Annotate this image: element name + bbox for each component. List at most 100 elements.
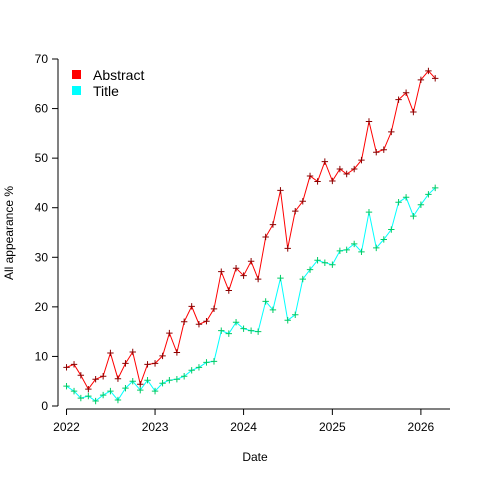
data-point-title — [70, 387, 78, 395]
data-point-title — [395, 199, 402, 206]
data-point-abstract — [358, 156, 365, 164]
data-point-title — [247, 327, 255, 334]
data-point-title — [63, 382, 70, 390]
data-point-title — [144, 377, 151, 384]
data-point-title — [321, 259, 329, 266]
axes-layer: 2022 2023 2024 2025 2026 0 10 20 30 40 50 60 70 Dat… — [2, 52, 450, 464]
data-point-title — [195, 364, 203, 371]
data-point-title — [99, 391, 107, 399]
y-tick-label: 50 — [35, 151, 49, 165]
data-point-title — [343, 246, 350, 254]
data-point-title — [262, 298, 269, 305]
y-tick-label: 30 — [35, 250, 49, 264]
data-point-abstract — [321, 158, 329, 165]
data-point-abstract — [92, 376, 99, 383]
data-point-abstract — [306, 172, 314, 180]
data-point-title — [232, 319, 240, 326]
data-point-abstract — [107, 349, 114, 357]
data-point-abstract — [380, 146, 387, 153]
y-axis-title: All appearance % — [2, 186, 16, 280]
data-point-title — [240, 325, 247, 332]
data-point-abstract — [188, 303, 195, 310]
data-point-abstract — [70, 361, 78, 368]
data-point-abstract — [292, 207, 299, 215]
data-point-abstract — [336, 165, 344, 173]
data-point-abstract — [99, 373, 107, 380]
data-point-abstract — [365, 118, 373, 125]
data-point-title — [166, 377, 173, 384]
data-point-title — [85, 392, 92, 400]
data-point-abstract — [114, 375, 122, 382]
data-point-title — [336, 247, 344, 255]
data-point-abstract — [195, 321, 203, 328]
data-point-title — [151, 387, 159, 395]
data-point-abstract — [203, 318, 210, 325]
data-point-abstract — [232, 264, 240, 272]
data-point-abstract — [299, 198, 306, 205]
data-point-title — [358, 248, 365, 256]
data-point-abstract — [432, 75, 439, 82]
data-point-title — [410, 212, 417, 220]
x-axis-title: Date — [242, 450, 268, 464]
data-point-title — [432, 184, 439, 192]
data-point-title — [388, 226, 395, 233]
data-point-title — [218, 327, 225, 334]
series-abstract — [63, 67, 439, 393]
data-point-title — [159, 379, 166, 387]
data-point-title — [284, 317, 291, 324]
data-point-title — [92, 397, 99, 405]
data-point-title — [350, 240, 358, 248]
data-point-title — [306, 266, 314, 273]
data-point-title — [425, 191, 432, 198]
data-point-abstract — [180, 318, 188, 325]
data-point-title — [225, 330, 232, 337]
legend-swatch-title — [72, 86, 81, 95]
data-point-abstract — [269, 221, 277, 228]
legend-label-abstract: Abstract — [93, 67, 144, 83]
data-point-abstract — [225, 287, 232, 294]
data-point-abstract — [262, 233, 269, 241]
data-point-title — [417, 201, 425, 208]
data-point-abstract — [122, 360, 129, 367]
data-point-abstract — [85, 385, 92, 393]
x-ticks: 2022 2023 2024 2025 2026 — [53, 409, 435, 434]
data-point-abstract — [173, 349, 181, 356]
data-point-abstract — [254, 275, 262, 283]
series-line-title — [66, 187, 436, 402]
data-point-title — [380, 236, 387, 243]
data-point-title — [373, 244, 380, 252]
data-point-abstract — [151, 360, 159, 367]
series-title — [63, 184, 439, 405]
data-point-abstract — [247, 258, 255, 265]
data-point-abstract — [329, 177, 336, 185]
data-point-title — [129, 378, 136, 385]
data-point-abstract — [410, 108, 417, 116]
data-point-title — [292, 311, 299, 318]
data-point-title — [402, 194, 410, 201]
data-point-title — [277, 274, 284, 282]
data-point-abstract — [63, 364, 70, 371]
data-point-title — [269, 306, 277, 314]
x-tick-label: 2023 — [142, 420, 169, 434]
data-point-title — [77, 394, 85, 402]
series-line-abstract — [66, 70, 436, 391]
data-point-abstract — [425, 67, 432, 75]
data-point-title — [114, 396, 122, 404]
legend-label-title: Title — [93, 83, 119, 99]
x-tick-label: 2022 — [53, 420, 80, 434]
data-point-abstract — [314, 178, 321, 185]
data-point-title — [188, 367, 195, 374]
data-point-title — [107, 387, 114, 395]
data-point-title — [203, 359, 210, 366]
data-point-title — [137, 386, 144, 394]
data-point-abstract — [417, 76, 425, 84]
series-layer — [63, 67, 439, 405]
data-point-abstract — [277, 187, 284, 194]
data-point-abstract — [395, 96, 402, 103]
data-point-abstract — [388, 128, 395, 136]
data-point-abstract — [166, 329, 173, 337]
x-tick-label: 2024 — [230, 420, 257, 434]
y-tick-label: 60 — [35, 102, 49, 116]
